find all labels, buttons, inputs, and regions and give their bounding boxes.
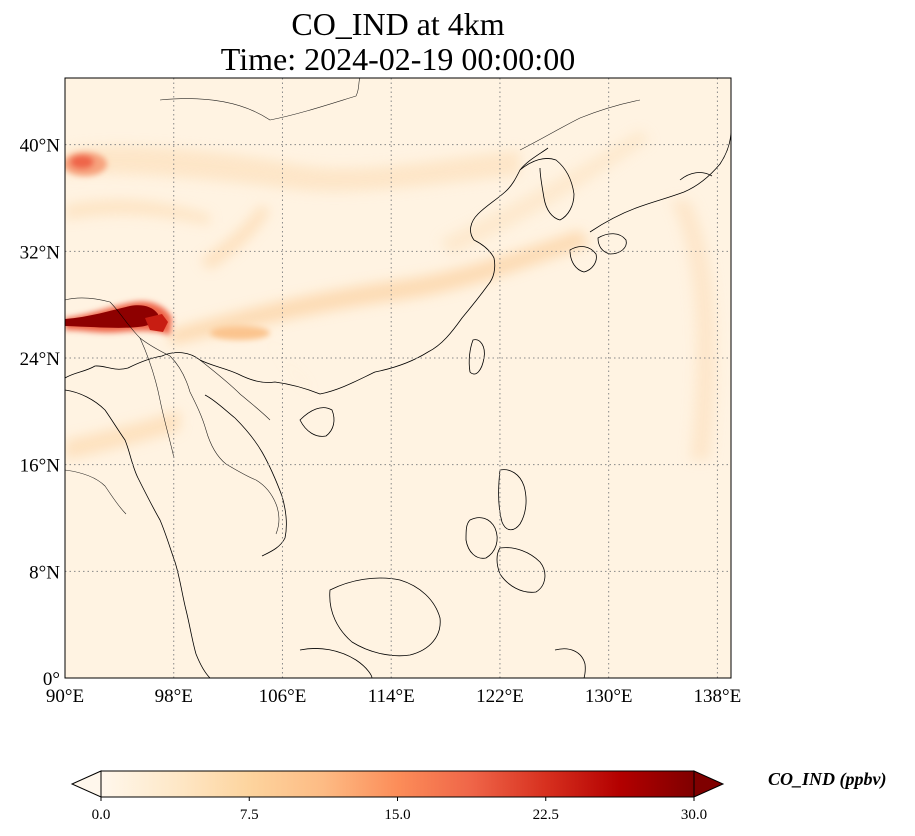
- lat-tick-label: 32°N: [20, 242, 61, 263]
- lat-tick-label: 8°N: [29, 562, 60, 583]
- lon-tick-label: 90°E: [46, 686, 84, 707]
- latitude-tick-labels: 0° 8°N 16°N 24°N 32°N 40°N: [20, 136, 61, 690]
- longitude-tick-labels: 90°E 98°E 106°E 114°E 122°E 130°E 138°E: [46, 686, 741, 707]
- lat-tick-label: 0°: [43, 669, 60, 690]
- lon-tick-label: 106°E: [259, 686, 307, 707]
- colorbar-gradient: [101, 771, 694, 797]
- lat-tick-label: 40°N: [20, 136, 61, 157]
- map-time-subtitle: Time: 2024-02-19 00:00:00: [220, 41, 576, 77]
- coastlines: [65, 129, 731, 678]
- colorbar-tick-label: 0.0: [92, 807, 111, 823]
- lon-tick-label: 114°E: [368, 686, 415, 707]
- lon-tick-label: 98°E: [155, 686, 193, 707]
- map-title: CO_IND at 4km: [291, 6, 505, 42]
- colorbar: 0.0 7.5 15.0 22.5 30.0: [70, 770, 725, 823]
- colorbar-extend-max: [693, 770, 725, 798]
- colorbar-extend-min: [70, 770, 102, 798]
- lon-tick-label: 138°E: [694, 686, 742, 707]
- lon-tick-label: 122°E: [476, 686, 524, 707]
- lon-tick-label: 130°E: [585, 686, 633, 707]
- colorbar-ticks: 0.0 7.5 15.0 22.5 30.0: [92, 797, 707, 823]
- colorbar-tick-label: 30.0: [681, 807, 707, 823]
- colorbar-label: CO_IND (ppbv): [768, 769, 887, 789]
- colorbar-tick-label: 22.5: [533, 807, 559, 823]
- lat-tick-label: 24°N: [20, 349, 61, 370]
- gridlines: [65, 78, 731, 678]
- colorbar-tick-label: 15.0: [384, 807, 410, 823]
- colorbar-tick-label: 7.5: [240, 807, 259, 823]
- lat-tick-label: 16°N: [20, 456, 61, 477]
- map-frame: [64, 77, 732, 679]
- concentration-field: [65, 130, 716, 460]
- country-borders: [65, 78, 641, 535]
